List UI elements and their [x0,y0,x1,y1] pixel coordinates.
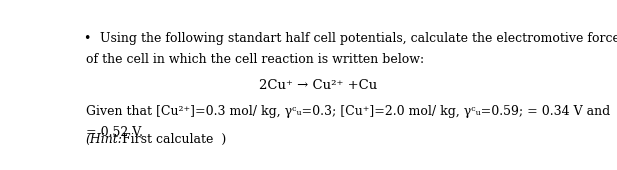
Text: (Hint:: (Hint: [86,133,123,146]
Text: •: • [83,32,90,45]
Text: 2Cu⁺ → Cu²⁺ +Cu: 2Cu⁺ → Cu²⁺ +Cu [259,79,377,92]
Text: = 0.52 V.: = 0.52 V. [86,126,143,139]
Text: Given that [Cu²⁺]=0.3 mol/ kg, γᶜᵤ=0.3; [Cu⁺]=2.0 mol/ kg, γᶜᵤ=0.59; = 0.34 V an: Given that [Cu²⁺]=0.3 mol/ kg, γᶜᵤ=0.3; … [86,105,610,118]
Text: of the cell in which the cell reaction is written below:: of the cell in which the cell reaction i… [86,53,424,66]
Text: First calculate  ): First calculate ) [118,133,226,146]
Text: Using the following standart half cell potentials, calculate the electromotive f: Using the following standart half cell p… [100,32,617,45]
